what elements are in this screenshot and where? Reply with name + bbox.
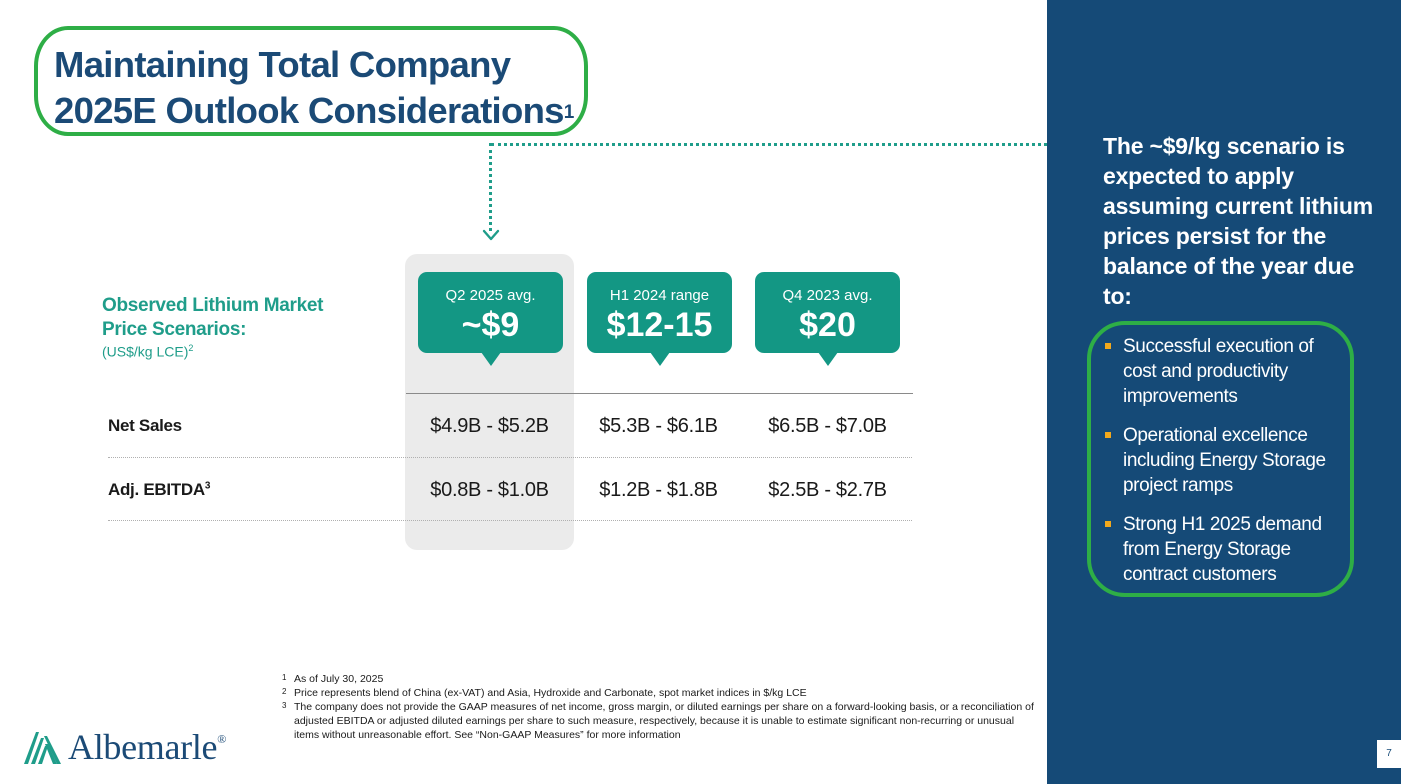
bubble-pointer [818,352,838,366]
row-label-adj-ebitda: Adj. EBITDA3 [108,480,210,500]
title-highlight-outline [34,26,588,136]
connector-dotted-horizontal [491,143,1071,146]
footnote: 1 As of July 30, 2025 [282,672,1042,686]
row-label-text: Net Sales [108,416,182,435]
title-line-2: 2025E Outlook Considerations [54,90,564,131]
bubble-pointer [481,352,501,366]
scenario-bubble-h1-2024: H1 2024 range $12-15 [587,272,732,366]
bubble-value: $20 [799,306,856,344]
cell-net-sales-q2-2025: $4.9B - $5.2B [430,415,549,437]
scenario-bubble-q4-2023: Q4 2023 avg. $20 [755,272,900,366]
bullet-item: Strong H1 2025 demand from Energy Storag… [1104,512,1348,587]
bullet-item: Operational excellence including Energy … [1104,423,1348,498]
logo-name: Albemarle [68,727,218,767]
page-title: Maintaining Total Company 2025E Outlook C… [54,42,574,134]
row-divider [108,457,912,458]
albemarle-logo-wordmark: Albemarle® [68,726,226,768]
footnote-number: 2 [282,687,287,696]
registered-mark: ® [217,732,227,746]
title-line-1: Maintaining Total Company [54,44,511,85]
row-label-text: Adj. EBITDA [108,480,205,499]
bubble-value: ~$9 [461,306,520,344]
bullet-item: Successful execution of cost and product… [1104,334,1348,409]
footnote: 2 Price represents blend of China (ex-VAT… [282,686,1042,700]
connector-dotted-vertical [489,143,492,231]
cell-net-sales-q4-2023: $6.5B - $7.0B [768,415,887,437]
cell-adj-ebitda-q2-2025: $0.8B - $1.0B [430,479,549,501]
page-number: 7 [1377,740,1401,768]
arrow-down-icon [482,229,500,241]
scenario-title: Observed Lithium Market Price Scenarios: [102,294,323,342]
right-sidebar-panel [1047,0,1401,784]
cell-adj-ebitda-h1-2024: $1.2B - $1.8B [599,479,718,501]
scenario-unit-footnote-ref: 2 [188,343,194,353]
panel-heading: The ~$9/kg scenario is expected to apply… [1103,133,1373,309]
footnotes: 1 As of July 30, 2025 2 Price represents b… [282,672,1042,742]
row-divider [108,520,912,521]
footnote-text: The company does not provide the GAAP me… [294,701,1034,741]
albemarle-logo-icon [24,732,61,764]
cell-adj-ebitda-q4-2023: $2.5B - $2.7B [768,479,887,501]
cell-net-sales-h1-2024: $5.3B - $6.1B [599,415,718,437]
scenario-title-line-2: Price Scenarios: [102,319,247,340]
scenario-title-line-1: Observed Lithium Market [102,295,324,316]
footnote-number: 3 [282,701,287,710]
scenario-unit: (US$/kg LCE)2 [102,343,193,360]
bubble-value: $12-15 [606,306,713,344]
row-label-net-sales: Net Sales [108,416,182,436]
scenario-unit-text: (US$/kg LCE) [102,343,189,360]
scenario-bubble-q2-2025: Q2 2025 avg. ~$9 [418,272,563,366]
footnote-text: As of July 30, 2025 [294,673,384,685]
panel-bullet-list: Successful execution of cost and product… [1104,334,1348,601]
footnote-text: Price represents blend of China (ex-VAT)… [294,687,807,699]
bubble-pointer [650,352,670,366]
bullets-highlight-outline [1087,321,1354,597]
bubble-label: H1 2024 range [609,287,710,304]
bubble-label: Q2 2025 avg. [445,287,536,304]
row-footnote-ref: 3 [204,480,211,492]
bubble-label: Q4 2023 avg. [782,287,873,304]
title-footnote-ref: 1 [563,102,575,123]
table-header-rule [406,393,913,394]
footnote: 3 The company does not provide the GAAP m… [282,700,1042,742]
footnote-number: 1 [282,673,287,682]
